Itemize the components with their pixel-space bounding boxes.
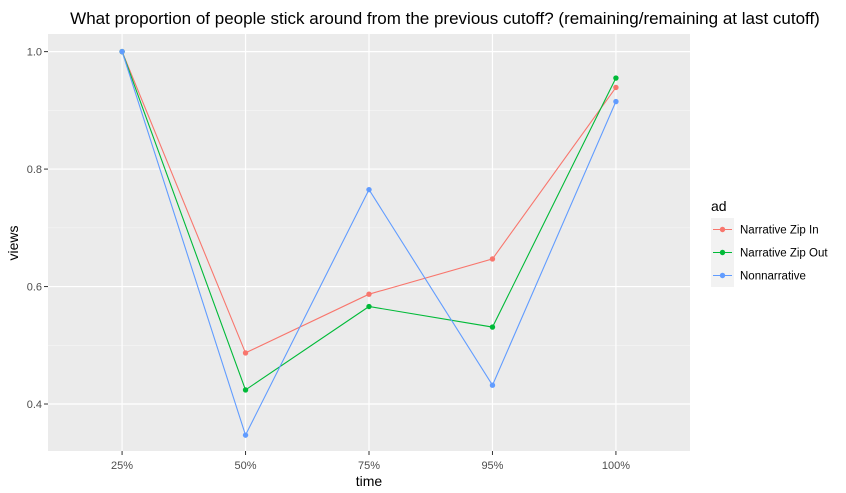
data-point (366, 186, 372, 193)
data-point (489, 256, 496, 262)
y-tick-label: 0.4 (27, 399, 42, 411)
y-tick-label: 0.6 (27, 282, 42, 294)
data-point (489, 324, 496, 330)
y-tick-label: 0.8 (27, 164, 42, 176)
legend-key-point (719, 226, 726, 233)
series-layer (119, 48, 619, 438)
x-tick-label: 100% (602, 460, 630, 472)
data-point (366, 303, 372, 310)
data-point (613, 75, 619, 81)
data-point (242, 387, 249, 393)
series-nonnarrative (119, 48, 619, 438)
y-tick-label: 1.0 (27, 47, 42, 59)
legend-key-point (719, 249, 726, 256)
data-point (613, 98, 619, 105)
chart-title: What proportion of people stick around f… (70, 9, 820, 28)
x-tick-label: 75% (358, 460, 380, 472)
legend-key-point (719, 272, 726, 279)
data-point (242, 350, 249, 356)
legend: ad Narrative Zip In Narrative Zip Out Nonn… (711, 198, 828, 287)
data-point (613, 84, 619, 91)
y-axis: 0.4 0.6 0.8 1.0 (27, 47, 48, 411)
data-point (119, 48, 125, 55)
data-point (489, 382, 496, 388)
legend-label: Narrative Zip Out (740, 248, 828, 260)
legend-key-narrative-zip-in (711, 218, 734, 241)
data-point (366, 291, 372, 297)
gridlines (48, 34, 690, 451)
x-tick-label: 95% (481, 460, 503, 472)
x-tick-label: 25% (111, 460, 133, 472)
x-tick-label: 50% (235, 460, 257, 472)
x-axis-title: time (356, 473, 383, 489)
data-point (242, 432, 249, 438)
x-axis: 25% 50% 75% 95% 100% (111, 451, 630, 472)
legend-title: ad (711, 198, 727, 214)
legend-label: Nonnarrative (740, 271, 806, 283)
legend-label: Narrative Zip In (740, 225, 819, 237)
legend-key-nonnarrative (711, 264, 734, 287)
y-axis-title: views (5, 225, 21, 260)
legend-key-narrative-zip-out (711, 241, 734, 264)
